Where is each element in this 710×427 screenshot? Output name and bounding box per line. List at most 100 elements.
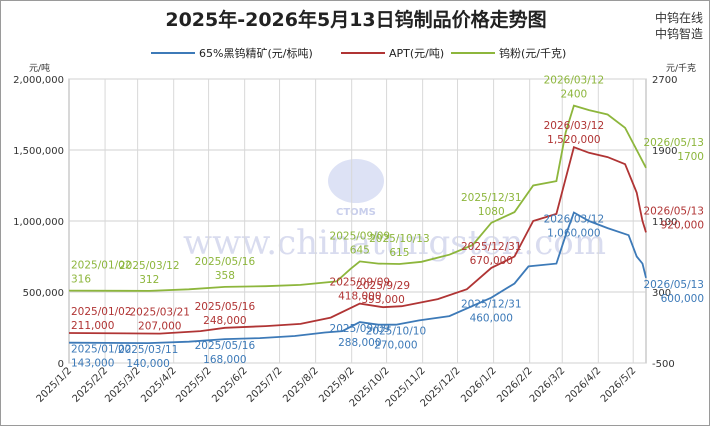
- legend-label: APT(元/吨): [389, 47, 444, 60]
- data-label: 2025/12/31 670,000: [461, 241, 522, 267]
- data-label-line: 2026/03/12: [544, 213, 605, 225]
- watermark-logo-text: CTOMS: [336, 207, 376, 218]
- data-label-line: 2025/03/11: [118, 344, 179, 356]
- data-label-line: 2025/05/16: [195, 301, 256, 313]
- data-label-line: 670,000: [470, 255, 513, 267]
- series-line: [68, 211, 647, 345]
- data-label-line: 2400: [561, 89, 588, 101]
- right-tick-label: -500: [652, 359, 675, 370]
- data-label: 2026/05/13 600,000: [643, 279, 704, 305]
- data-label: 2025/01/02 143,000: [71, 344, 132, 370]
- data-label: 2025/12/31 460,000: [461, 299, 522, 325]
- left-tick-label: 500,000: [23, 288, 64, 299]
- data-label-line: 2025/9/29: [356, 280, 410, 292]
- data-label-line: 2025/09/09: [330, 277, 391, 289]
- data-label-line: 2026/03/12: [544, 120, 605, 132]
- data-label: 2025/09/09 645: [330, 230, 391, 256]
- right-tick-label: 1900: [652, 146, 677, 157]
- data-label-line: 2025/01/02: [71, 260, 132, 272]
- x-tick-label: 2026/4/2: [564, 365, 604, 405]
- legend-label: 钨粉(元/千克): [499, 47, 566, 60]
- data-label: 2026/03/12 1,060,000: [544, 213, 605, 239]
- data-label-line: 920,000: [661, 219, 704, 231]
- x-tick-label: 2025/8/2: [281, 365, 321, 405]
- data-label-line: 143,000: [71, 358, 114, 370]
- legend-label: 65%黑钨精矿(元/标吨): [199, 46, 313, 60]
- data-label: 2025/01/02 316: [71, 260, 132, 286]
- data-label: 2026/05/13 920,000: [643, 205, 704, 231]
- data-label-line: 418,000: [338, 291, 381, 303]
- data-label-line: 1,060,000: [547, 227, 600, 239]
- data-label: 2025/10/13 615: [369, 233, 430, 259]
- data-label-line: 2025/12/31: [461, 299, 522, 311]
- data-label-line: 2025/12/31: [461, 241, 522, 253]
- brand-line-1: 中钨在线: [654, 11, 703, 25]
- right-axis-unit: 元/千克: [666, 63, 696, 74]
- x-tick-label: 2025/1/2: [35, 365, 75, 405]
- data-label-line: 140,000: [126, 358, 169, 370]
- x-tick-label: 2026/3/2: [528, 365, 568, 405]
- data-label-line: 316: [71, 274, 91, 286]
- data-label-line: 2026/05/13: [643, 279, 704, 291]
- data-label: 2025/12/31 1080: [461, 192, 522, 218]
- data-label-line: 2026/05/13: [643, 137, 704, 149]
- data-label-line: 168,000: [203, 354, 246, 366]
- x-tick-label: 2025/4/2: [139, 365, 179, 405]
- data-label-line: 615: [389, 247, 409, 259]
- data-label-line: 312: [139, 274, 159, 286]
- data-label-line: 2025/05/16: [195, 256, 256, 268]
- data-label: 2025/03/21 207,000: [129, 307, 190, 333]
- data-label: 2026/03/12 2400: [544, 75, 605, 101]
- data-label: 2026/03/12 1,520,000: [544, 120, 605, 146]
- x-tick-label: 2026/1/2: [459, 365, 499, 405]
- data-label: 2025/01/02 211,000: [71, 306, 132, 332]
- data-label-line: 248,000: [203, 315, 246, 327]
- data-label-line: 600,000: [661, 293, 704, 305]
- left-tick-label: 1,000,000: [13, 217, 64, 228]
- data-label: 2025/10/10 270,000: [366, 326, 427, 352]
- x-tick-label: 2026/5/2: [599, 365, 639, 405]
- watermark-logo-icon: [328, 159, 384, 203]
- data-label-line: 460,000: [470, 313, 513, 325]
- chart-title: 2025年-2026年5月13日钨制品价格走势图: [165, 9, 547, 31]
- data-label-line: 207,000: [138, 321, 181, 333]
- data-label-line: 2026/03/12: [544, 75, 605, 87]
- right-tick-label: 300: [652, 288, 671, 299]
- data-label-line: 393,000: [361, 294, 404, 306]
- data-label: 2025/09/09 288,000: [330, 323, 391, 349]
- watermark-url: www.chinatungsten.com: [183, 223, 606, 263]
- x-tick-label: 2025/5/2: [174, 365, 214, 405]
- data-label-line: 2025/09/09: [330, 230, 391, 242]
- data-label: 2026/05/13 1700: [643, 137, 704, 163]
- data-label-line: 2025/01/02: [71, 344, 132, 356]
- data-label: 2025/09/09 418,000: [330, 277, 391, 303]
- data-label-line: 270,000: [374, 340, 417, 352]
- right-tick-label: 1100: [652, 217, 677, 228]
- data-label: 2025/05/16 248,000: [195, 301, 256, 327]
- data-label: 2025/03/11 140,000: [118, 344, 179, 370]
- x-tick-label: 2025/6/2: [210, 365, 250, 405]
- left-tick-label: 0: [58, 359, 64, 370]
- data-label-line: 288,000: [338, 337, 381, 349]
- data-label: 2025/05/16 358: [195, 256, 256, 282]
- data-label: 2025/03/12 312: [119, 260, 180, 286]
- data-label-line: 2025/10/10: [366, 326, 427, 338]
- x-tick-label: 2025/3/2: [103, 365, 143, 405]
- series-line: [68, 146, 647, 335]
- data-label-line: 2025/03/21: [129, 307, 190, 319]
- right-tick-label: 2700: [652, 75, 677, 86]
- left-tick-label: 1,500,000: [13, 146, 64, 157]
- data-label-line: 2025/01/02: [71, 306, 132, 318]
- data-label: 2025/05/16 168,000: [195, 340, 256, 366]
- data-label-line: 211,000: [71, 320, 114, 332]
- brand-line-2: 中钨智造: [654, 27, 703, 41]
- data-label-line: 1,520,000: [547, 134, 600, 146]
- data-label-line: 2026/05/13: [643, 205, 704, 217]
- x-tick-label: 2025/7/2: [245, 365, 285, 405]
- data-label-line: 2025/12/31: [461, 192, 522, 204]
- data-label-line: 645: [350, 244, 370, 256]
- data-label-line: 2025/05/16: [195, 340, 256, 352]
- left-axis-unit: 元/吨: [29, 62, 50, 74]
